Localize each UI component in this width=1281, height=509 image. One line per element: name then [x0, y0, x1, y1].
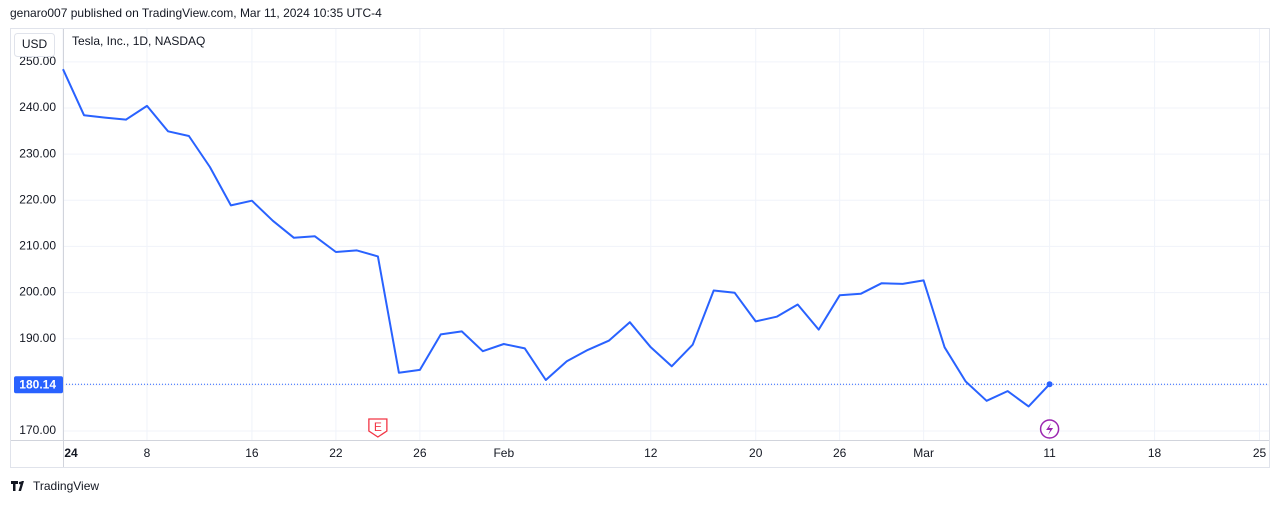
currency-box [14, 33, 55, 57]
last-price-label: 180.14 [19, 377, 56, 391]
last-price-dot [1046, 381, 1053, 388]
x-tick-label: 25 [1253, 446, 1267, 460]
y-tick-label: 200.00 [19, 285, 56, 299]
y-tick-label: 190.00 [19, 331, 56, 345]
x-tick-label: 8 [144, 446, 151, 460]
currency: USD [22, 37, 48, 51]
events: E [368, 418, 1060, 439]
x-tick-label: 11 [1043, 446, 1056, 460]
event-bolt [1046, 423, 1054, 435]
x-tick-label: 24 [64, 446, 78, 460]
y-tick-label: 250.00 [19, 54, 56, 68]
logo [11, 481, 24, 491]
chart-title: Tesla, Inc., 1D, NASDAQ [72, 34, 205, 48]
earnings-flag [368, 418, 388, 438]
x-tick-label: 12 [644, 446, 658, 460]
y-tick-label: 220.00 [19, 192, 56, 206]
y-tick-label: 170.00 [19, 423, 56, 437]
chart-frame [10, 28, 1270, 468]
x-tick-label: 18 [1148, 446, 1162, 460]
x-tick-label: 22 [329, 446, 343, 460]
last-price-tag [14, 376, 63, 394]
price-line [62, 68, 1051, 408]
publish-info: genaro007 published on TradingView.com, … [10, 6, 382, 20]
plot: 170.00180.00190.00200.00210.00220.00230.… [19, 54, 1053, 437]
x-tick-label: Feb [493, 446, 514, 460]
earnings-marker: E [374, 420, 382, 434]
grid [62, 29, 1269, 440]
y-tick-label: 240.00 [19, 100, 56, 114]
y-tick-label: 210.00 [19, 239, 56, 253]
footer-brand: TradingView [33, 479, 99, 493]
x-tick-label: 16 [245, 446, 259, 460]
x-tick-label: 26 [833, 446, 847, 460]
x-tick-label: Mar [913, 446, 934, 460]
y-tick-label: 230.00 [19, 146, 56, 160]
x-tick-label: 20 [749, 446, 763, 460]
x-tick-label: 26 [413, 446, 427, 460]
